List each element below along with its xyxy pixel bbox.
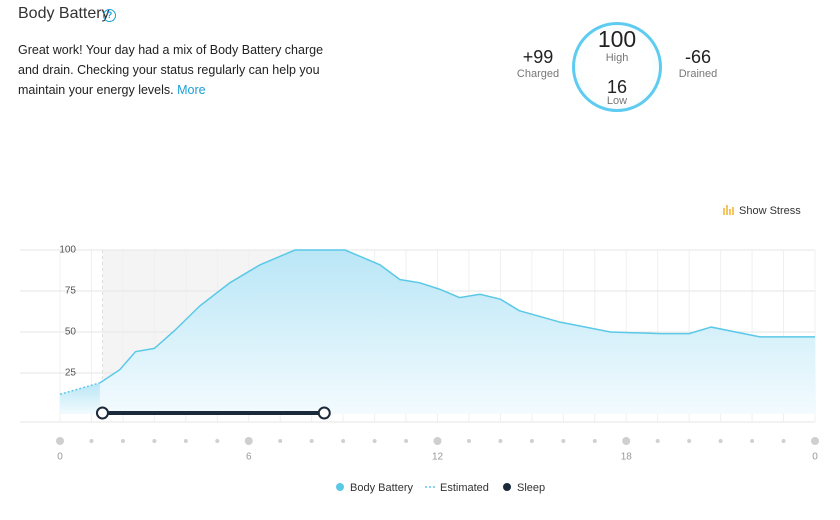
hour-dot <box>781 439 786 443</box>
line <box>59 382 101 396</box>
legend-label: Sleep <box>517 482 545 494</box>
hour-dot <box>687 439 692 443</box>
low-value: 16 <box>606 77 628 97</box>
charged-value: +99 <box>522 47 554 67</box>
y-tick-label: 100 <box>59 245 76 256</box>
hour-dot <box>215 439 220 443</box>
drained-label: Drained <box>678 68 718 80</box>
description-text: Great work! Your day had a mix of Body B… <box>18 43 324 97</box>
y-tick-label: 50 <box>65 327 77 338</box>
x-tick-label: 6 <box>246 452 252 463</box>
charged-label: Charged <box>516 68 560 80</box>
x-tick-label: 12 <box>432 452 444 463</box>
x-tick-dot <box>622 437 631 445</box>
legend-label: Body Battery <box>350 482 413 494</box>
legend-label: Estimated <box>440 482 489 494</box>
x-tick-dot <box>811 437 819 445</box>
hour-dot <box>718 439 723 443</box>
more-link[interactable]: More <box>177 83 206 97</box>
legend-swatch <box>503 483 511 491</box>
x-tick-label: 18 <box>621 452 633 463</box>
stress-toggle[interactable]: Show Stress <box>723 205 801 217</box>
hour-dot <box>120 439 125 443</box>
hour-dot <box>466 439 471 443</box>
hour-dot <box>152 439 157 443</box>
sleep-start <box>95 406 109 420</box>
line <box>99 249 815 384</box>
drained-value: -66 <box>684 47 711 67</box>
hour-dot <box>498 439 503 443</box>
hour-dot <box>592 439 597 443</box>
toggle-label: Show Stress <box>739 205 801 217</box>
high-label: High <box>605 52 629 64</box>
hour-dot <box>529 439 534 443</box>
hour-dot <box>404 439 409 443</box>
y-tick-label: 75 <box>65 286 77 297</box>
hour-dot <box>561 439 566 443</box>
low-label: Low <box>606 95 628 107</box>
hour-dot <box>183 439 188 443</box>
high-value: 100 <box>597 26 637 52</box>
hour-dot <box>309 439 314 443</box>
description: Great work! Your day had a mix of Body B… <box>18 40 338 100</box>
title: Body Battery <box>18 5 110 22</box>
area-fill <box>60 382 100 414</box>
hour-dot <box>655 439 660 443</box>
x-tick-dot <box>244 437 253 445</box>
sleep-end <box>317 406 331 420</box>
hour-dot <box>372 439 377 443</box>
hour-dot <box>341 439 346 443</box>
hour-dot <box>278 439 283 443</box>
y-tick-label: 25 <box>65 368 77 379</box>
area-fill <box>99 250 815 414</box>
x-tick-label: 0 <box>812 452 818 463</box>
x-tick-dot <box>433 437 442 445</box>
battery-ring <box>572 22 662 112</box>
hour-dot <box>89 439 94 443</box>
legend-swatch <box>336 483 344 491</box>
hour-dot <box>750 439 755 443</box>
x-tick-label: 0 <box>57 452 63 463</box>
x-tick-dot <box>56 437 64 445</box>
help-icon[interactable]: ? <box>103 9 116 22</box>
